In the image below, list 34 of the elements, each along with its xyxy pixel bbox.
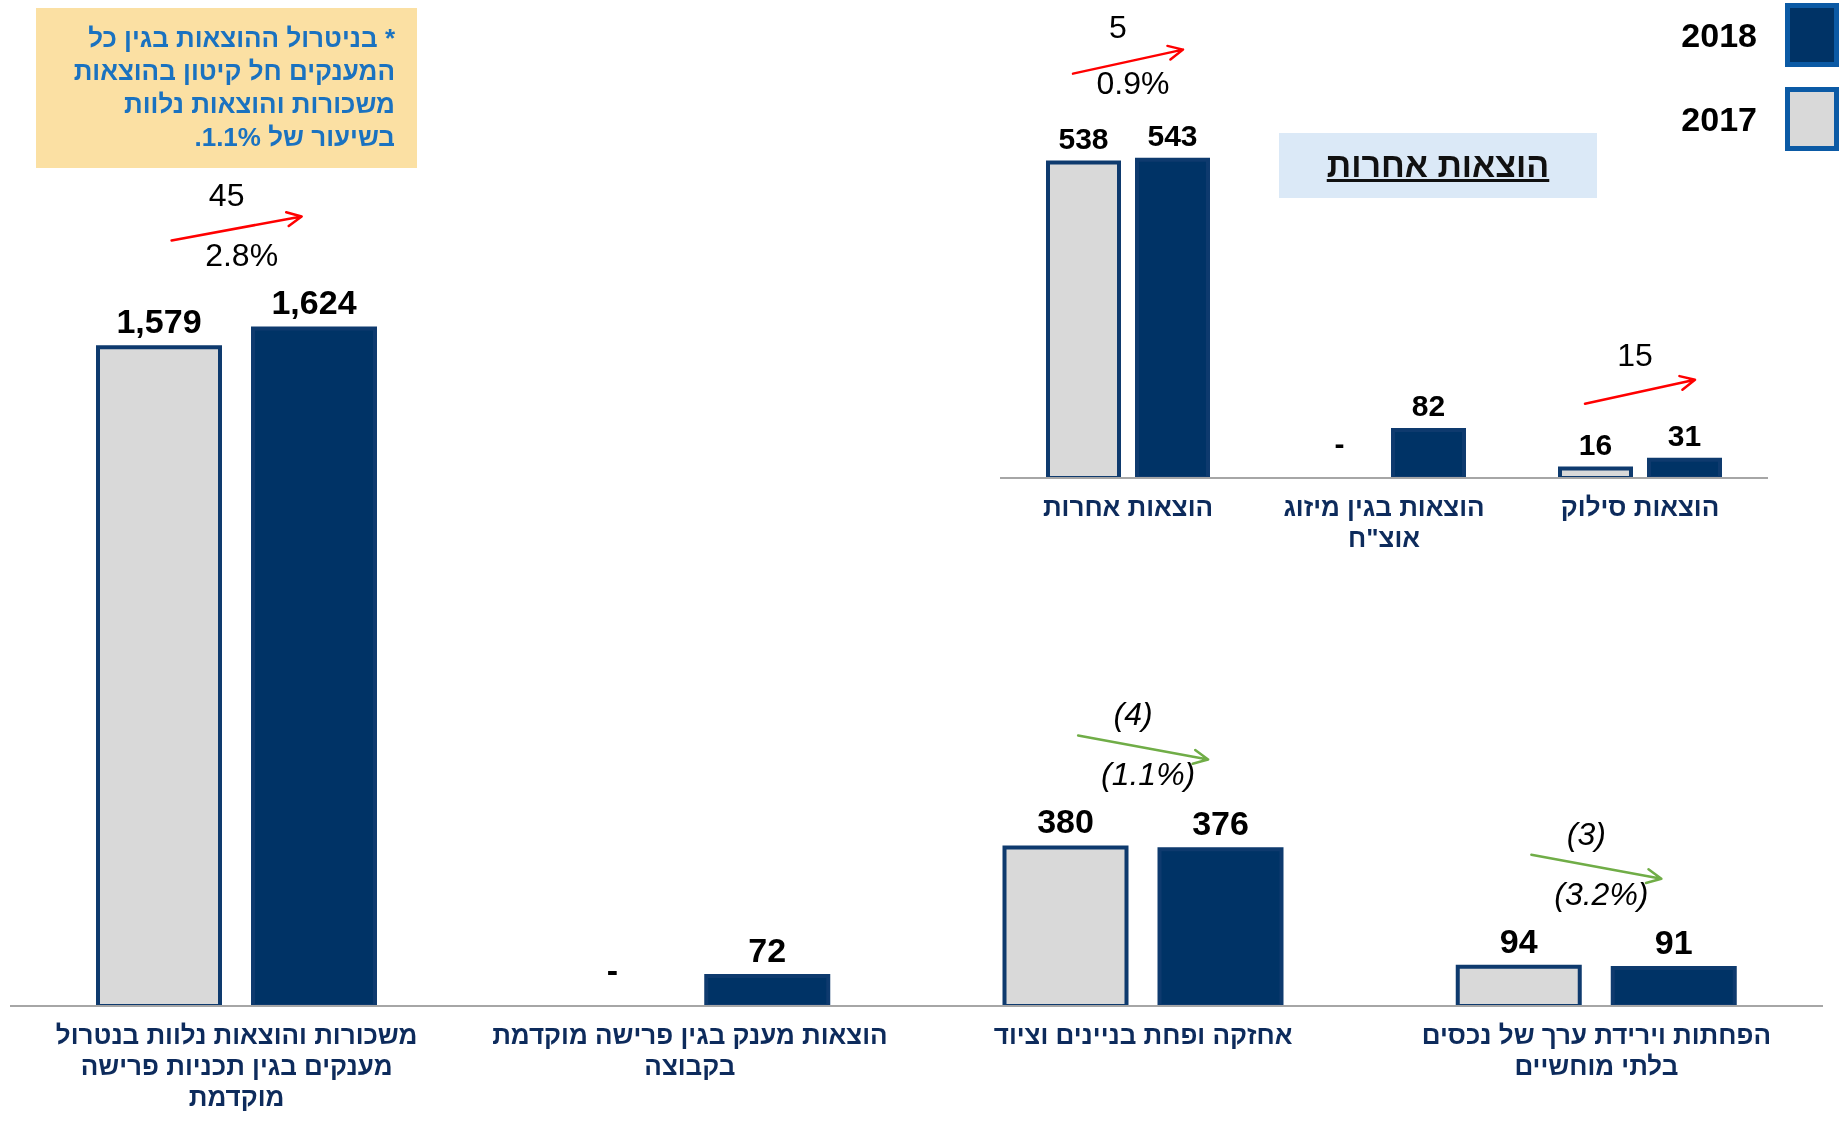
- data-label: 538: [1058, 121, 1109, 155]
- text: * בניטרול ההוצאות בגין כל המענקים חל קיטון בהוצאות משכורות והוצאות נלוות בשיעור של 1.1%.: [36, 8, 417, 168]
- data-label: 16: [1578, 427, 1613, 461]
- annotation: (3): [1566, 815, 1606, 852]
- data-label: 376: [1192, 804, 1249, 843]
- data-label: 380: [1037, 802, 1094, 841]
- annotation: (1.1%): [1101, 756, 1196, 793]
- data-label: 543: [1147, 118, 1198, 152]
- x-tick-label: הוצאות מענק בגין פרישה מוקדמת בקבוצה: [492, 1020, 888, 1082]
- data-label: 82: [1411, 388, 1446, 422]
- x-tick-label: הוצאות אחרות: [1042, 492, 1214, 522]
- text: -: [1334, 427, 1345, 460]
- data-label: 31: [1667, 418, 1702, 452]
- annotation: (4): [1113, 696, 1153, 733]
- legend-label: 2017: [1681, 99, 1757, 139]
- legend-label: 2018: [1681, 15, 1757, 55]
- data-label: 91: [1654, 923, 1693, 962]
- data-label: 94: [1499, 921, 1538, 960]
- data-label: 1,624: [271, 283, 357, 322]
- annotation: 15: [1617, 336, 1653, 373]
- x-tick-label: הוצאות בגין מיזוג אוצ"ח: [1283, 492, 1485, 554]
- data-label: 72: [748, 930, 787, 969]
- annotation: (3.2%): [1554, 875, 1649, 912]
- x-tick-label: הוצאות סילוק: [1560, 492, 1720, 522]
- data-label: 1,579: [116, 302, 202, 341]
- text: 45: [208, 177, 245, 214]
- x-tick-label: אחזקה ופחת בניינים וציוד: [993, 1020, 1293, 1050]
- x-tick-label: משכורות והוצאות נלוות בנטרול מענקים בגין תכניות פרישה מוקדמת: [55, 1020, 418, 1113]
- chart-title: הוצאות אחרות: [1279, 133, 1597, 198]
- text: 5: [1109, 8, 1127, 45]
- text: 0.9%: [1096, 64, 1170, 101]
- x-tick-label: הפחתות וירידת ערך של נכסים בלתי מוחשיים: [1421, 1020, 1771, 1082]
- text: 2.8%: [205, 237, 279, 274]
- text: -: [606, 951, 619, 989]
